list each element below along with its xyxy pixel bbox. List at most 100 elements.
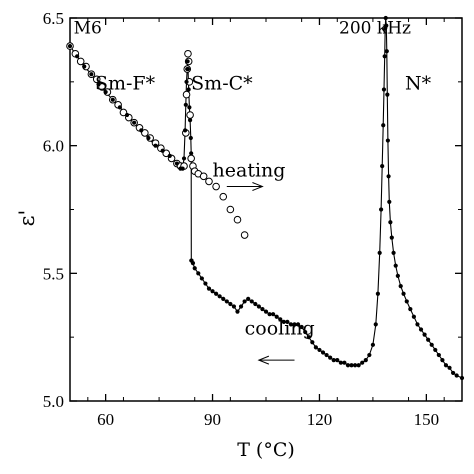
cooling-point	[117, 105, 122, 110]
cooling-point	[383, 15, 388, 21]
x-tick-label: 120	[307, 410, 333, 429]
cooling-point	[190, 261, 196, 266]
cooling-point	[183, 102, 188, 107]
cooling-point	[367, 352, 372, 358]
cooling-point	[110, 97, 115, 102]
heating-point	[162, 149, 171, 158]
cooling-point	[313, 345, 318, 350]
heating-point	[141, 129, 149, 137]
heating-point	[205, 177, 213, 186]
x-tick-label: 150	[414, 410, 440, 429]
cooling-point	[267, 312, 272, 317]
cooling-point	[96, 82, 101, 87]
cooling-point	[186, 87, 191, 92]
cooling-point	[459, 375, 465, 381]
cooling-point	[408, 306, 413, 312]
cooling-point	[454, 373, 459, 378]
cooling-point	[388, 220, 393, 225]
cooling-point	[404, 299, 409, 304]
heating-point	[219, 192, 228, 201]
x-ticks: 60 90 120 150	[87, 18, 445, 429]
arrow-head	[252, 182, 264, 191]
cooling-point	[338, 360, 343, 365]
cooling-point	[185, 59, 190, 64]
heating-point	[240, 231, 249, 239]
cooling-point	[274, 314, 279, 319]
cooling-point	[181, 156, 187, 161]
heating-point	[233, 215, 242, 224]
cooling-point	[306, 335, 311, 340]
cooling-point	[429, 342, 434, 347]
cooling-point	[89, 72, 94, 77]
heating-point	[119, 108, 128, 117]
annotation-label: M6	[74, 18, 102, 38]
cooling-point	[231, 304, 237, 309]
cooling-point	[224, 299, 229, 304]
cooling-point	[324, 352, 329, 358]
cooling-point	[380, 163, 385, 169]
cooling-point	[391, 250, 396, 256]
heating-point	[98, 83, 106, 91]
cooling-point	[217, 294, 222, 299]
cooling-point	[246, 296, 251, 301]
annotation-label: N*	[405, 72, 432, 94]
cooling-point	[385, 92, 390, 97]
x-tick-label: 90	[204, 410, 221, 429]
cooling-point	[184, 79, 189, 84]
cooling-point	[167, 153, 172, 158]
cooling-point	[363, 358, 368, 363]
cooling-point	[345, 363, 351, 368]
cooling-point	[132, 120, 137, 125]
cooling-point	[278, 317, 283, 322]
cooling-point	[398, 284, 403, 289]
cooling-point	[263, 309, 269, 314]
cooling-point	[160, 148, 165, 153]
cooling-point	[352, 363, 358, 368]
cooling-point	[379, 207, 384, 212]
heating-point	[92, 75, 101, 84]
cooling-point	[249, 299, 254, 304]
cooling-point	[75, 54, 80, 59]
annotation-label: Sm-C*	[191, 72, 253, 94]
y-tick-label: 6.0	[43, 137, 64, 156]
cooling-point	[174, 161, 180, 166]
cooling-point	[415, 322, 420, 327]
cooling-point	[450, 370, 456, 376]
cooling-point	[124, 112, 130, 118]
cooling-point	[370, 342, 376, 347]
cooling-point	[426, 337, 431, 342]
cooling-point	[385, 138, 390, 143]
cooling-point	[67, 43, 73, 49]
annotation-label: cooling	[245, 318, 315, 340]
cooling-point	[221, 296, 226, 301]
cooling-point	[393, 263, 398, 268]
cooling-point	[180, 166, 185, 171]
cooling-point	[203, 281, 208, 286]
cooling-point	[377, 250, 382, 256]
cooling-point	[381, 123, 386, 128]
cooling-point	[256, 304, 261, 309]
cooling-point	[228, 301, 233, 307]
cooling-point	[295, 322, 301, 327]
cooling-point	[384, 23, 389, 28]
cooling-point	[342, 360, 347, 365]
cooling-point	[299, 324, 304, 330]
cooling-point	[447, 365, 452, 370]
cooling-point	[395, 273, 400, 278]
cooling-point	[214, 291, 219, 296]
heating-point	[182, 90, 191, 99]
cooling-point	[238, 304, 244, 309]
cooling-point	[189, 151, 194, 156]
cooling-point	[375, 291, 380, 296]
cooling-point	[384, 49, 389, 54]
cooling-point	[418, 327, 424, 332]
cooling-point	[288, 322, 294, 327]
y-tick-label: 6.5	[43, 9, 64, 28]
cooling-point	[185, 66, 191, 72]
cooling-point	[436, 352, 441, 358]
cooling-point	[196, 271, 201, 276]
cooling-point	[210, 289, 215, 294]
cooling-point	[349, 363, 354, 368]
cooling-point	[381, 87, 387, 92]
arrows	[226, 182, 295, 365]
